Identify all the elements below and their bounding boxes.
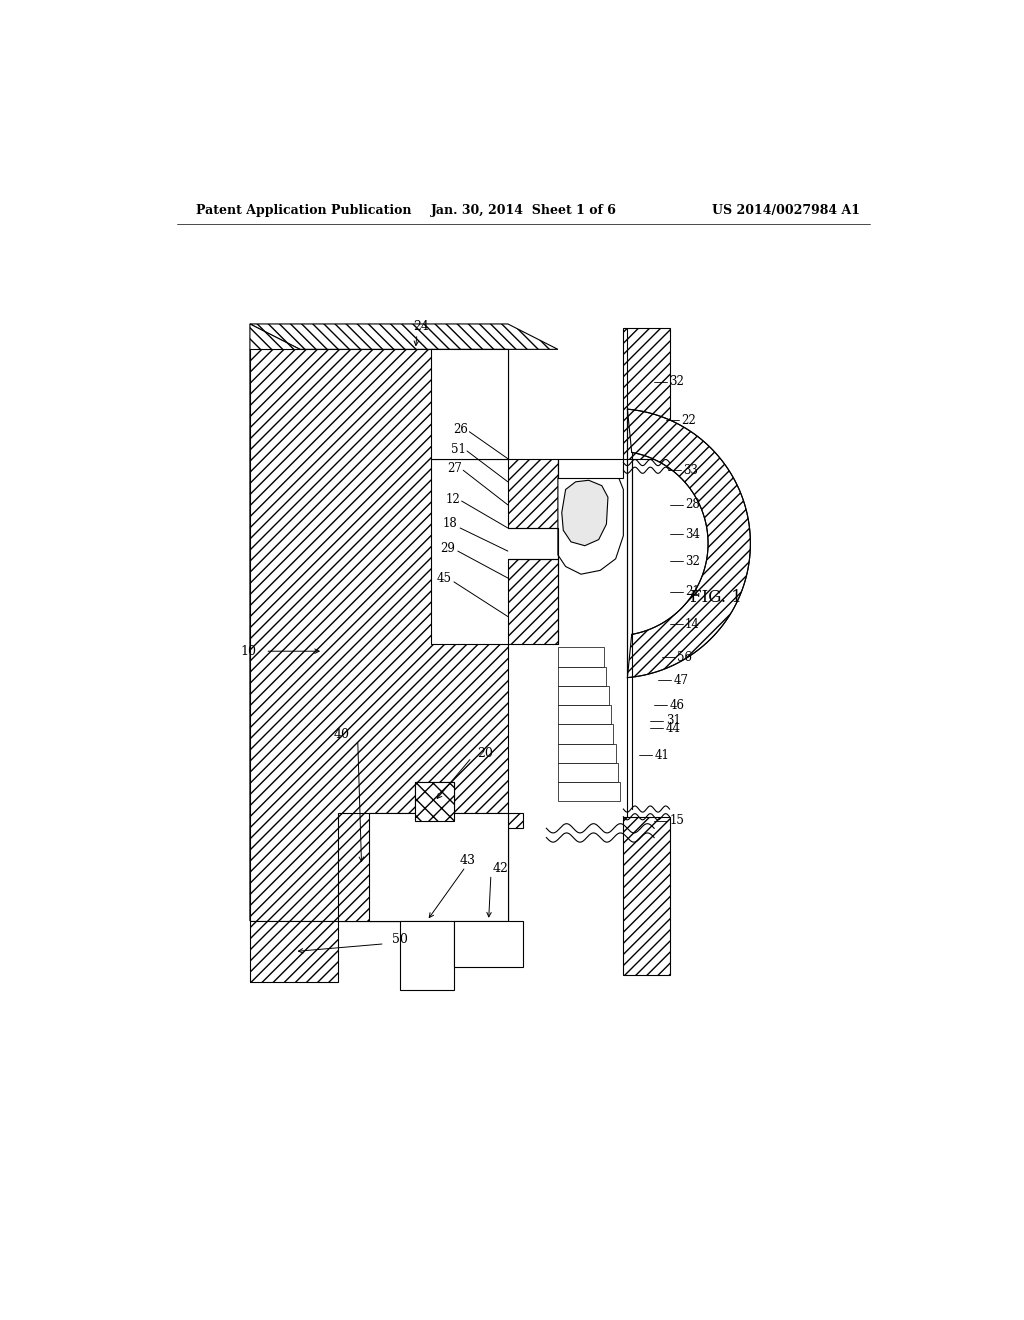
Text: FIG. 1: FIG. 1: [690, 589, 741, 606]
Text: 27: 27: [446, 462, 462, 475]
Text: Jan. 30, 2014  Sheet 1 of 6: Jan. 30, 2014 Sheet 1 of 6: [431, 205, 616, 218]
Text: 40: 40: [334, 727, 350, 741]
Text: 51: 51: [451, 444, 466, 455]
Text: 45: 45: [436, 573, 452, 585]
Polygon shape: [558, 763, 617, 781]
Text: 21: 21: [685, 585, 699, 598]
Text: 46: 46: [670, 698, 685, 711]
Text: 34: 34: [685, 528, 700, 541]
Polygon shape: [558, 743, 615, 763]
Polygon shape: [454, 921, 523, 966]
Polygon shape: [558, 781, 621, 801]
Polygon shape: [558, 705, 611, 725]
Polygon shape: [416, 781, 454, 821]
Polygon shape: [431, 459, 558, 644]
Polygon shape: [400, 921, 454, 990]
Text: 31: 31: [666, 714, 681, 727]
Polygon shape: [562, 480, 608, 545]
Polygon shape: [250, 350, 558, 921]
Polygon shape: [558, 667, 606, 686]
Text: 29: 29: [440, 541, 456, 554]
Polygon shape: [558, 647, 604, 667]
Polygon shape: [624, 327, 670, 459]
Text: US 2014/0027984 A1: US 2014/0027984 A1: [712, 205, 860, 218]
Text: 41: 41: [654, 748, 669, 762]
Polygon shape: [558, 459, 624, 478]
Polygon shape: [339, 813, 508, 921]
Text: Patent Application Publication: Patent Application Publication: [196, 205, 412, 218]
Polygon shape: [624, 817, 670, 974]
Text: 44: 44: [666, 722, 681, 735]
Text: 10: 10: [240, 644, 256, 657]
Polygon shape: [370, 781, 508, 921]
Text: 32: 32: [670, 375, 684, 388]
Polygon shape: [431, 350, 508, 459]
Text: 50: 50: [392, 933, 409, 946]
Polygon shape: [558, 686, 608, 705]
Polygon shape: [250, 323, 300, 921]
Text: 56: 56: [677, 651, 692, 664]
Text: 33: 33: [683, 463, 698, 477]
Polygon shape: [250, 323, 558, 350]
Polygon shape: [558, 461, 624, 574]
Text: 18: 18: [443, 517, 458, 529]
Text: 15: 15: [670, 814, 684, 828]
Text: 22: 22: [681, 413, 696, 426]
Text: 24: 24: [414, 319, 429, 333]
Polygon shape: [250, 921, 339, 982]
Text: 26: 26: [453, 422, 468, 436]
Text: 28: 28: [685, 499, 699, 511]
Text: 20: 20: [477, 747, 493, 760]
Text: 14: 14: [685, 618, 699, 631]
Text: 32: 32: [685, 554, 699, 568]
Text: 43: 43: [460, 854, 476, 867]
Polygon shape: [558, 725, 613, 743]
Text: 47: 47: [674, 675, 688, 686]
Text: 12: 12: [445, 492, 460, 506]
Text: 42: 42: [493, 862, 508, 875]
Polygon shape: [628, 409, 751, 677]
